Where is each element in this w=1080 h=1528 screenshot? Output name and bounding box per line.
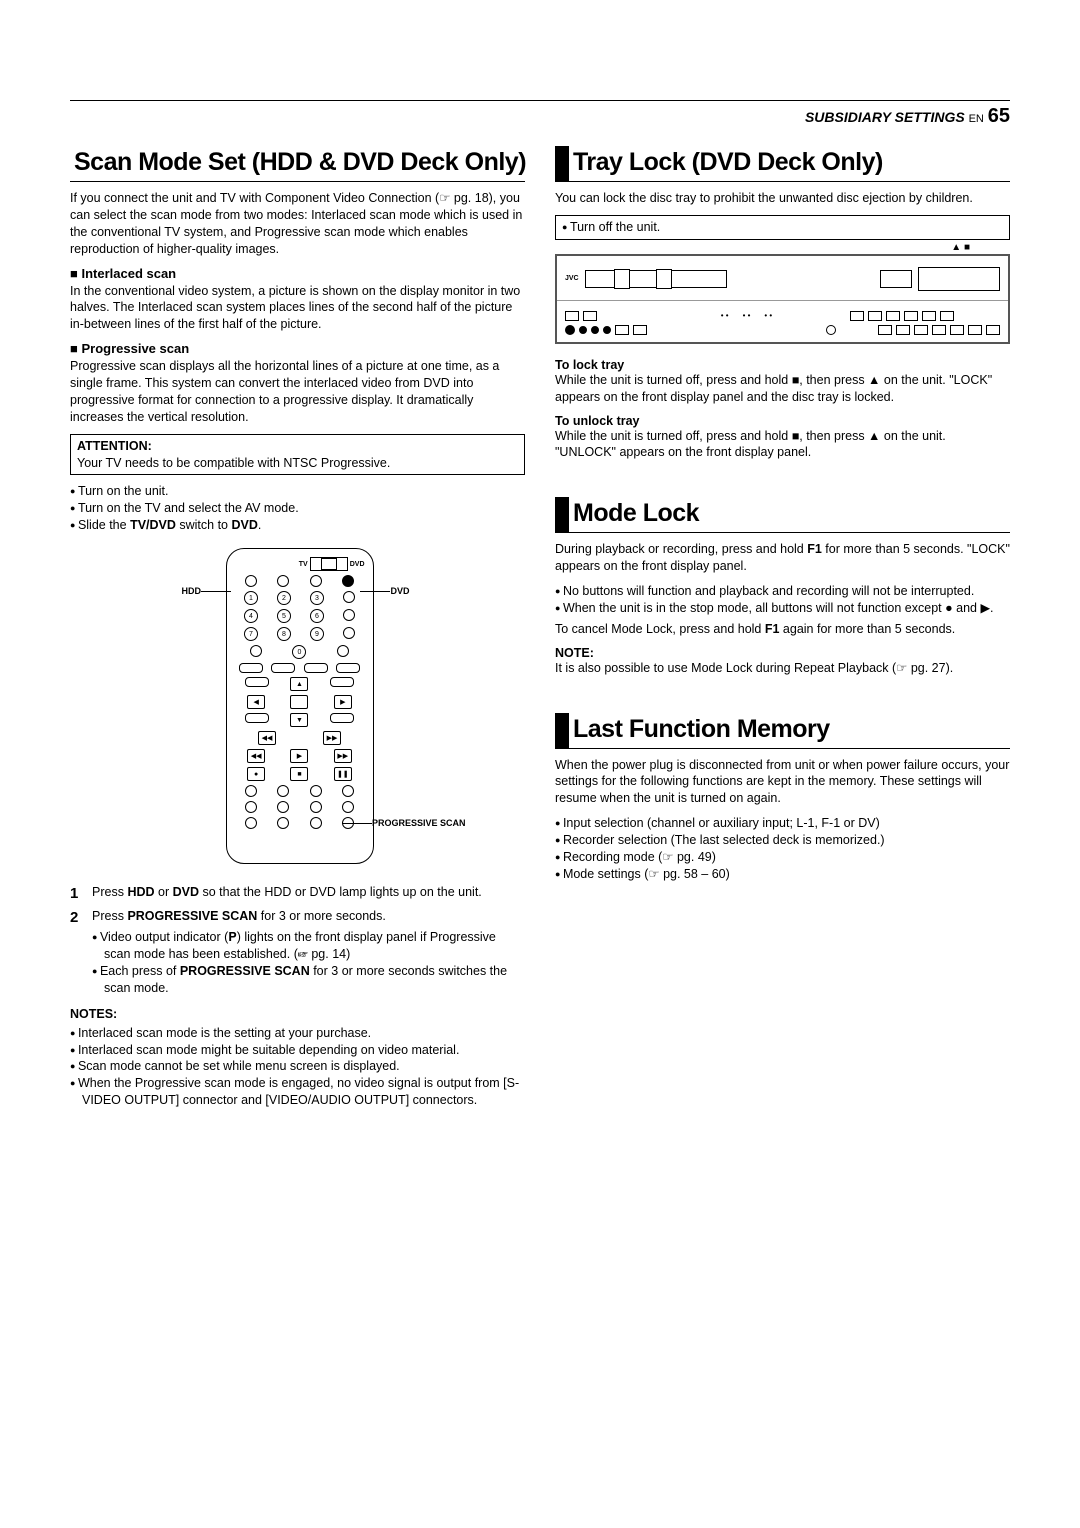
last-bullet: Recording mode (☞ pg. 49) [555,849,1010,866]
left-column: Scan Mode Set (HDD & DVD Deck Only) If y… [70,146,525,1113]
scan-intro: If you connect the unit and TV with Comp… [70,190,525,258]
mode-p1: During playback or recording, press and … [555,541,1010,575]
attention-title: ATTENTION: [77,438,518,455]
dvd-callout: DVD [360,586,409,596]
lock-tray-body: While the unit is turned off, press and … [555,372,1010,406]
remote-body: TV DVD 123 456 789 0 ▲ ◀▶ ▼ ◀◀▶▶ [226,548,374,864]
turnoff-box: Turn off the unit. [555,215,1010,240]
attention-box: ATTENTION: Your TV needs to be compatibl… [70,434,525,476]
device-icons: ▲ ■ [951,242,970,253]
mode-note-h: NOTE: [555,646,1010,660]
last-func-heading: Last Function Memory [555,713,1010,749]
device-figure: ▲ ■ JVC • •• •• • [555,254,1010,344]
page-header: SUBSIDIARY SETTINGS EN 65 [70,105,1010,128]
step-2: 2 Press PROGRESSIVE SCAN for 3 or more s… [70,908,525,1000]
mode-bullet: When the unit is in the stop mode, all b… [555,600,1010,617]
mode-p2: To cancel Mode Lock, press and hold F1 a… [555,621,1010,638]
numbered-steps: 1 Press HDD or DVD so that the HDD or DV… [70,884,525,1001]
setup-item: Turn on the unit. [70,483,525,500]
scan-mode-heading: Scan Mode Set (HDD & DVD Deck Only) [70,146,525,182]
setup-steps: Turn on the unit. Turn on the TV and sel… [70,483,525,534]
progressive-heading: Progressive scan [70,341,525,356]
note-item: Interlaced scan mode is the setting at y… [70,1025,525,1042]
step2-bullet: Video output indicator (𝐏) lights on the… [92,929,525,963]
setup-item: Turn on the TV and select the AV mode. [70,500,525,517]
lock-tray-heading: To lock tray [555,358,1010,372]
tv-label: TV [299,561,308,568]
heading-text: Scan Mode Set (HDD & DVD Deck Only) [70,146,530,181]
mode-lock-heading: Mode Lock [555,497,1010,533]
manual-page: SUBSIDIARY SETTINGS EN 65 Scan Mode Set … [0,0,1080,1528]
last-bullet: Mode settings (☞ pg. 58 – 60) [555,866,1010,883]
interlaced-body: In the conventional video system, a pict… [70,283,525,334]
progressive-body: Progressive scan displays all the horizo… [70,358,525,426]
interlaced-heading: Interlaced scan [70,266,525,281]
step-1: 1 Press HDD or DVD so that the HDD or DV… [70,884,525,904]
mode-bullets: No buttons will function and playback an… [555,583,1010,617]
mode-note-b: It is also possible to use Mode Lock dur… [555,660,1010,677]
hdd-callout: HDD [182,586,232,596]
content-columns: Scan Mode Set (HDD & DVD Deck Only) If y… [70,146,1010,1113]
last-bullet: Recorder selection (The last selected de… [555,832,1010,849]
last-bullets: Input selection (channel or auxiliary in… [555,815,1010,883]
heading-text: Last Function Memory [569,713,834,748]
tv-dvd-switch [310,557,348,571]
remote-figure: TV DVD 123 456 789 0 ▲ ◀▶ ▼ ◀◀▶▶ [70,548,525,864]
prog-callout: PROGRESSIVE SCAN [342,818,466,828]
notes-list: Interlaced scan mode is the setting at y… [70,1025,525,1109]
note-item: When the Progressive scan mode is engage… [70,1075,525,1109]
step2-bullet: Each press of PROGRESSIVE SCAN for 3 or … [92,963,525,997]
tray-intro: You can lock the disc tray to prohibit t… [555,190,1010,207]
note-item: Interlaced scan mode might be suitable d… [70,1042,525,1059]
mode-bullet: No buttons will function and playback an… [555,583,1010,600]
right-column: Tray Lock (DVD Deck Only) You can lock t… [555,146,1010,1113]
last-intro: When the power plug is disconnected from… [555,757,1010,808]
heading-text: Tray Lock (DVD Deck Only) [569,146,887,181]
heading-text: Mode Lock [569,497,703,532]
tray-lock-heading: Tray Lock (DVD Deck Only) [555,146,1010,182]
section-name: SUBSIDIARY SETTINGS [805,109,965,125]
header-rule [70,100,1010,101]
note-item: Scan mode cannot be set while menu scree… [70,1058,525,1075]
lang-code: EN [969,113,984,125]
notes-heading: NOTES: [70,1007,525,1021]
dvd-label: DVD [350,561,365,568]
unlock-tray-body: While the unit is turned off, press and … [555,428,1010,462]
unlock-tray-heading: To unlock tray [555,414,1010,428]
page-number: 65 [988,105,1010,127]
attention-body: Your TV needs to be compatible with NTSC… [77,455,518,472]
setup-item: Slide the TV/DVD switch to DVD. [70,517,525,534]
last-bullet: Input selection (channel or auxiliary in… [555,815,1010,832]
